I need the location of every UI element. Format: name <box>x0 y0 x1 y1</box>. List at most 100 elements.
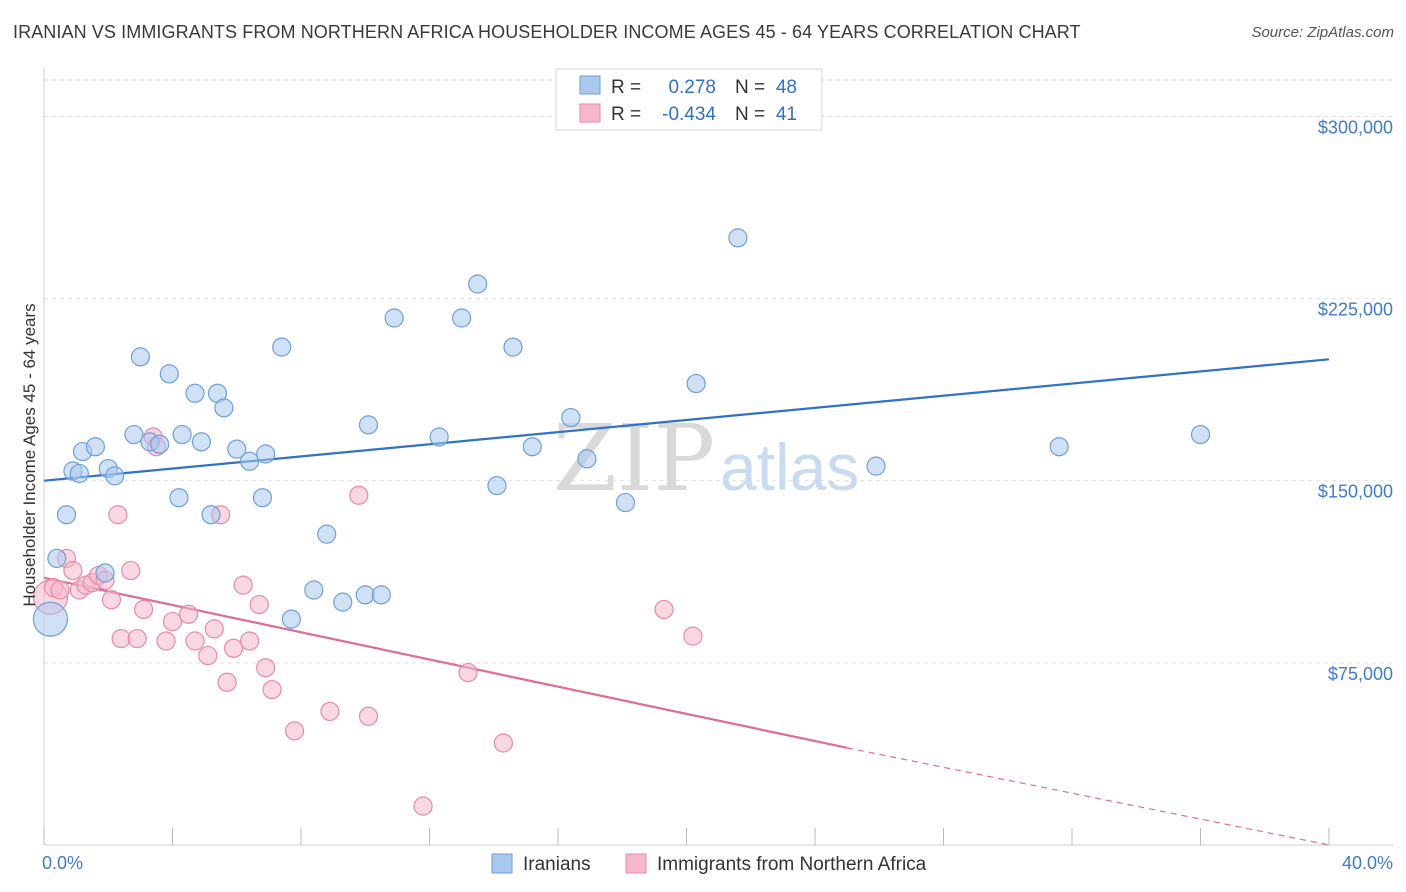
iranians-point-17 <box>185 383 205 403</box>
trend-line-northern-africa-extension <box>847 747 1330 846</box>
iranians-point-16 <box>172 424 192 445</box>
iranians-point-48 <box>1190 424 1211 445</box>
northern-africa-point-40 <box>683 626 703 646</box>
northern-africa-point-19 <box>162 611 183 632</box>
iranians-point-45 <box>728 228 748 248</box>
iranians-point-40 <box>522 437 542 457</box>
iranians-point-37 <box>468 274 488 294</box>
iranians-point-5 <box>69 463 89 484</box>
iranians-point-6 <box>85 437 106 457</box>
iranians-point-31 <box>355 585 375 605</box>
iranians-point-11 <box>130 347 150 367</box>
y-tick-label-3: $300,000 <box>1318 117 1393 137</box>
northern-africa-point-32 <box>284 721 305 741</box>
northern-africa-point-34 <box>349 485 369 505</box>
x-tick-label-max: 40.0% <box>1342 853 1393 873</box>
iranians-point-43 <box>615 492 636 513</box>
iranians-point-18 <box>191 432 212 452</box>
northern-africa-point-26 <box>223 638 244 658</box>
legend-n-label-1: N = <box>735 77 765 98</box>
northern-africa-point-10 <box>101 590 122 610</box>
northern-africa-point-23 <box>204 619 224 639</box>
iranians-point-14 <box>159 364 179 384</box>
iranians-point-47 <box>1049 437 1069 457</box>
iranians-point-13 <box>150 434 170 454</box>
series-iranians-points <box>32 228 1211 637</box>
bottom-legend-swatch-iranians <box>491 853 513 874</box>
y-tick-labels: $75,000 $150,000 $225,000 $300,000 <box>1318 117 1393 683</box>
iranians-point-30 <box>333 592 353 612</box>
northern-africa-point-36 <box>413 796 433 816</box>
iranians-point-15 <box>169 488 189 508</box>
iranians-point-39 <box>503 337 523 357</box>
northern-africa-point-21 <box>185 631 205 651</box>
northern-africa-point-38 <box>493 733 513 753</box>
iranians-point-24 <box>252 488 273 508</box>
northern-africa-point-15 <box>133 599 154 620</box>
legend-r-value-1: 0.278 <box>668 77 716 98</box>
northern-africa-point-30 <box>256 658 276 678</box>
iranians-point-35 <box>429 427 449 447</box>
watermark: ZIP atlas <box>553 405 859 512</box>
bottom-legend-label-northern-africa: Immigrants from Northern Africa <box>657 854 927 875</box>
legend-r-label-1: R = <box>611 77 641 98</box>
x-tick-label-min: 0.0% <box>42 853 83 873</box>
iranians-point-9 <box>105 466 125 486</box>
iranians-point-33 <box>371 585 391 605</box>
y-tick-label-1: $150,000 <box>1318 482 1393 502</box>
y-tick-label-2: $225,000 <box>1318 300 1393 320</box>
iranians-point-0 <box>32 601 69 637</box>
iranians-point-10 <box>124 424 144 445</box>
iranians-point-26 <box>272 337 292 357</box>
legend-swatch-northern-africa <box>579 103 601 123</box>
northern-africa-point-37 <box>458 662 478 683</box>
legend-n-value-1: 48 <box>776 77 797 98</box>
legend-n-value-2: 41 <box>776 104 797 125</box>
northern-africa-point-2 <box>50 580 70 600</box>
northern-africa-point-29 <box>249 594 269 615</box>
northern-africa-point-14 <box>127 628 147 649</box>
iranians-point-1 <box>47 548 67 569</box>
legend-r-label-2: R = <box>611 104 641 125</box>
northern-africa-point-33 <box>320 701 340 722</box>
northern-africa-point-12 <box>111 628 131 649</box>
iranians-point-34 <box>384 308 404 328</box>
iranians-point-44 <box>686 373 706 394</box>
axes <box>43 68 1393 846</box>
iranians-point-25 <box>256 444 276 464</box>
series-northern-africa-points <box>32 427 703 816</box>
iranians-point-28 <box>304 580 324 600</box>
iranians-point-29 <box>317 524 337 544</box>
northern-africa-point-39 <box>654 599 674 620</box>
legend-swatch-iranians <box>579 75 601 95</box>
bottom-legend-swatch-northern-africa <box>625 853 647 874</box>
northern-africa-point-4 <box>63 560 83 581</box>
source-label: Source: ZipAtlas.com <box>1251 24 1394 41</box>
bottom-legend: Iranians Immigrants from Northern Africa <box>491 853 927 875</box>
iranians-point-46 <box>866 456 886 476</box>
northern-africa-point-18 <box>156 631 176 651</box>
watermark-atlas: atlas <box>720 430 859 504</box>
northern-africa-point-27 <box>233 575 253 595</box>
northern-africa-point-28 <box>240 631 260 651</box>
trend-line-northern-africa <box>43 576 848 749</box>
iranians-point-36 <box>452 308 472 328</box>
iranians-point-21 <box>214 398 234 418</box>
y-axis-label: Householder Income Ages 45 - 64 years <box>20 303 39 606</box>
legend-r-value-2: -0.434 <box>662 104 716 125</box>
northern-africa-point-25 <box>217 672 237 692</box>
northern-africa-point-31 <box>262 679 282 700</box>
legend-n-label-2: N = <box>735 104 765 125</box>
iranians-point-42 <box>577 449 597 469</box>
northern-africa-point-22 <box>198 645 218 666</box>
iranians-point-2 <box>56 505 77 525</box>
y-tick-label-0: $75,000 <box>1328 664 1393 684</box>
legend-box: R = 0.278 N = 48 R = -0.434 N = 41 <box>555 68 823 131</box>
northern-africa-point-35 <box>358 706 379 726</box>
iranians-point-27 <box>281 609 301 629</box>
iranians-point-19 <box>201 505 221 525</box>
iranians-point-32 <box>358 415 379 435</box>
northern-africa-point-20 <box>178 604 199 624</box>
iranians-point-38 <box>487 475 507 496</box>
